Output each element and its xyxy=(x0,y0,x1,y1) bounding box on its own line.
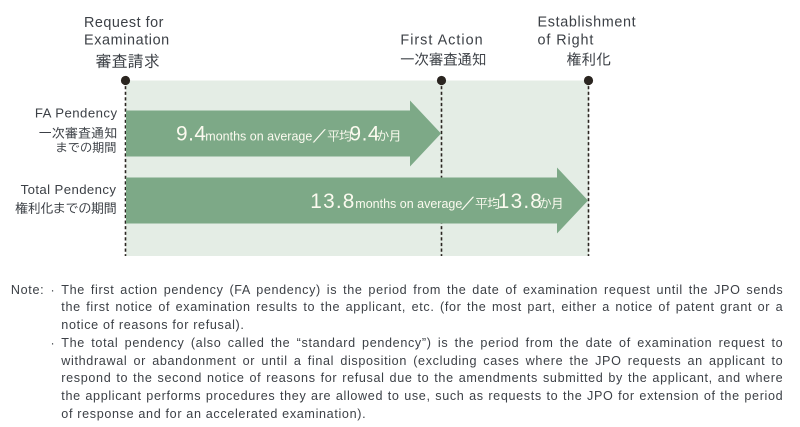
svg-text:months on average: months on average xyxy=(355,197,462,211)
svg-text:FA Pendency: FA Pendency xyxy=(35,106,118,121)
svg-text:of Right: of Right xyxy=(538,32,595,48)
svg-text:Examination: Examination xyxy=(84,33,170,49)
svg-text:13.8: 13.8 xyxy=(498,190,543,213)
svg-text:First Action: First Action xyxy=(400,33,483,49)
svg-text:Establishment: Establishment xyxy=(538,14,637,30)
svg-text:13.8: 13.8 xyxy=(310,190,355,213)
svg-text:Request for: Request for xyxy=(84,15,164,31)
svg-text:9.4: 9.4 xyxy=(176,123,206,146)
svg-text:9.4: 9.4 xyxy=(350,123,380,146)
svg-text:Total Pendency: Total Pendency xyxy=(21,182,117,197)
svg-text:months on average: months on average xyxy=(205,130,312,144)
